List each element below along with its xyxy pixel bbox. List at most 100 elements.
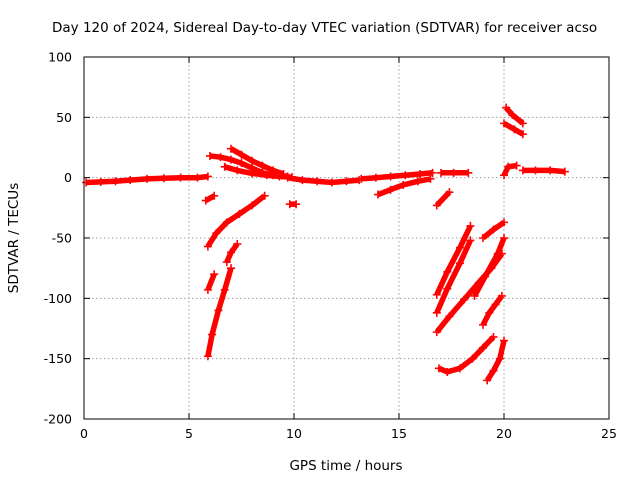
data-point <box>466 221 475 230</box>
series-arc-18 <box>285 200 301 209</box>
data-point <box>455 364 464 373</box>
data-point <box>206 151 214 160</box>
tick-layer <box>83 56 610 420</box>
data-point <box>493 249 502 258</box>
data-point <box>237 159 246 168</box>
series-arc-17 <box>222 240 242 267</box>
grid-layer <box>84 57 609 419</box>
data-point <box>237 150 246 159</box>
data-point <box>401 171 410 180</box>
data-trace <box>205 273 217 291</box>
x-tick-label: 0 <box>80 426 88 441</box>
data-point <box>485 308 494 317</box>
data-point <box>479 320 487 329</box>
data-point <box>214 306 223 315</box>
data-trace <box>522 167 566 175</box>
data-point <box>518 119 527 128</box>
data-point <box>203 285 212 294</box>
series-arc-21 <box>432 236 475 317</box>
data-point <box>483 376 492 385</box>
data-point <box>460 295 469 304</box>
series-arc-12 <box>518 166 569 176</box>
series-arc-9 <box>502 103 527 128</box>
data-point <box>470 291 479 300</box>
data-point <box>443 367 452 376</box>
data-point <box>248 156 256 165</box>
data-point <box>491 300 500 309</box>
data-point <box>220 162 229 171</box>
data-point <box>374 190 382 199</box>
data-point <box>201 196 210 205</box>
data-point <box>208 330 217 339</box>
data-point <box>203 242 212 251</box>
data-point <box>546 166 555 175</box>
series-arc-3 <box>227 144 288 179</box>
data-point <box>275 172 284 181</box>
series-arc-15 <box>203 270 219 294</box>
data-trace <box>472 236 507 298</box>
data-point <box>233 240 242 249</box>
data-point <box>227 248 235 257</box>
data-point <box>443 267 452 276</box>
series-arc-10 <box>500 119 527 139</box>
data-point <box>455 243 464 252</box>
data-point <box>176 173 185 182</box>
data-point <box>262 171 271 180</box>
data-point <box>495 354 504 363</box>
data-point <box>210 270 219 279</box>
data-point <box>502 103 511 112</box>
data-point <box>432 308 441 317</box>
data-point <box>449 168 458 177</box>
data-trace <box>434 190 452 208</box>
series-arc-24 <box>479 218 508 242</box>
data-point <box>437 168 445 177</box>
data-point <box>479 343 487 352</box>
data-point <box>481 272 490 281</box>
series-arc-19 <box>432 188 454 210</box>
data-point <box>500 336 508 345</box>
data-point <box>269 166 277 175</box>
data-point <box>260 191 269 200</box>
data-point <box>298 176 307 185</box>
data-point <box>426 174 435 183</box>
data-point <box>227 264 235 273</box>
data-point <box>222 218 231 227</box>
data-point <box>82 178 91 187</box>
data-point <box>143 174 151 183</box>
data-point <box>371 173 380 182</box>
data-trace <box>484 339 507 382</box>
y-tick-label: 50 <box>56 110 72 125</box>
data-point <box>292 200 301 209</box>
y-tick-label: -200 <box>44 412 72 427</box>
data-trace <box>434 224 473 296</box>
data-point <box>111 177 120 186</box>
data-point <box>432 328 441 337</box>
data-point <box>227 144 235 153</box>
data-point <box>235 209 244 218</box>
data-point <box>510 125 519 134</box>
y-tick-label: -100 <box>44 291 72 306</box>
data-point <box>283 173 292 182</box>
data-point <box>489 225 498 234</box>
series-arc-20 <box>432 221 475 299</box>
data-point <box>416 170 424 179</box>
y-axis-label: SDTVAR / TECUs <box>6 183 22 293</box>
data-point <box>203 352 212 361</box>
data-point <box>222 258 231 267</box>
series-layer <box>82 103 569 385</box>
data-point <box>500 234 508 242</box>
data-point <box>445 312 454 321</box>
x-tick-label: 5 <box>185 426 193 441</box>
y-tick-label: -50 <box>52 231 72 246</box>
data-point <box>327 178 336 187</box>
x-tick-label: 10 <box>286 426 302 441</box>
series-arc-7 <box>374 174 435 199</box>
data-point <box>248 201 256 210</box>
data-trace <box>434 239 473 314</box>
data-trace <box>377 176 432 198</box>
y-tick-label: 0 <box>64 170 72 185</box>
data-point <box>233 166 242 175</box>
data-point <box>248 169 256 178</box>
data-point <box>512 161 521 170</box>
